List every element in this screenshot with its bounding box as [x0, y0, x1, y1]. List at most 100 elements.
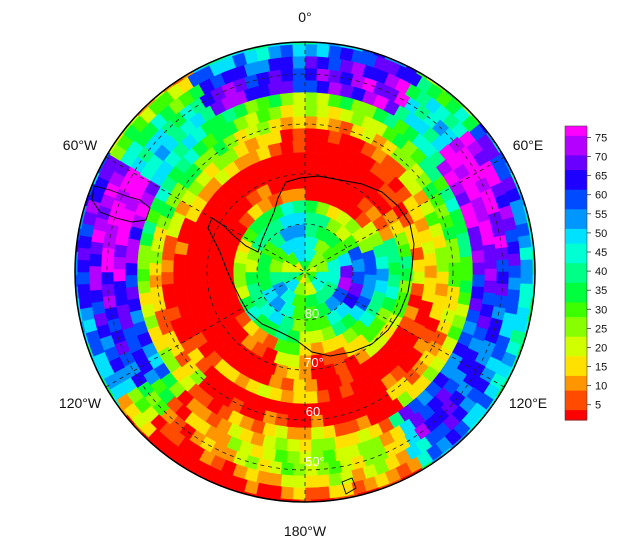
lon-label-lower-left: 120°W [59, 395, 102, 411]
field-cell [531, 250, 535, 264]
field-cell [208, 274, 223, 289]
colorbar-segment [565, 312, 587, 318]
field-cell [75, 274, 78, 288]
field-cell [232, 274, 247, 289]
field-cell [280, 42, 294, 46]
field-cell [376, 268, 390, 282]
field-cell [280, 486, 294, 500]
colorbar-segment [565, 175, 587, 181]
colorbar-segment [565, 238, 587, 245]
field-cell [292, 151, 306, 165]
field-cell [321, 412, 337, 428]
field-cell [328, 472, 343, 487]
lon-label-top: 0° [298, 9, 311, 25]
field-cell [286, 438, 300, 453]
field-cell [481, 292, 497, 307]
field-cell [185, 283, 200, 298]
field-cell [388, 262, 402, 276]
colorbar-segment [565, 405, 587, 411]
colorbar-tick-label: 35 [595, 285, 607, 297]
field-cell [273, 437, 288, 452]
field-cell [506, 241, 521, 255]
field-cell [267, 484, 282, 499]
field-cell [78, 234, 93, 249]
field-cell [138, 291, 153, 307]
field-cell [77, 247, 91, 261]
lon-label-upper-left: 60°W [63, 137, 98, 153]
field-cell [267, 69, 283, 84]
field-cell [508, 265, 522, 279]
field-cell [412, 259, 426, 273]
field-cell [304, 139, 318, 153]
field-cell [292, 115, 306, 129]
field-cell [304, 379, 318, 393]
field-cell [149, 250, 163, 264]
field-cell [316, 116, 330, 131]
field-cell [504, 228, 520, 244]
field-cell [267, 81, 282, 96]
field-cell [291, 199, 306, 214]
field-cell [208, 262, 222, 276]
colorbar-tick-label: 25 [595, 323, 607, 335]
field-cell [172, 277, 187, 292]
field-cell [75, 250, 79, 264]
field-cell [316, 42, 330, 46]
field-cell [316, 56, 330, 70]
field-cell [310, 426, 324, 441]
field-cell [532, 262, 535, 276]
field-cell [447, 250, 461, 264]
field-cell [88, 253, 102, 267]
field-cell [304, 42, 318, 45]
field-cell [244, 271, 259, 286]
field-cell [184, 259, 198, 273]
field-cell [506, 289, 521, 303]
field-cell [280, 116, 294, 131]
field-cell [519, 283, 533, 297]
colorbar-segment [565, 126, 587, 132]
colorbar-segment [565, 248, 587, 254]
colorbar-tick-label: 65 [595, 171, 607, 183]
field-cell [304, 43, 318, 57]
colorbar-segment [565, 341, 587, 348]
colorbar-gradient [565, 126, 587, 421]
field-cell [113, 292, 129, 307]
colorbar: 75 70 65 60 55 50 45 40 35 30 25 20 15 10 5 [564, 125, 607, 421]
field-cell [459, 280, 473, 294]
field-cell [328, 484, 343, 499]
field-cell [124, 274, 138, 288]
colorbar-frame [564, 125, 588, 421]
field-cell [75, 262, 78, 276]
field-cell [232, 262, 246, 276]
colorbar-segment [565, 253, 587, 259]
colorbar-segment [565, 302, 587, 308]
colorbar-segment [565, 155, 587, 161]
field-cell [448, 262, 462, 276]
colorbar-segment [565, 351, 587, 357]
field-cell [172, 265, 186, 279]
field-cell [88, 277, 102, 291]
colorbar-segment [565, 395, 587, 401]
field-cell [304, 55, 318, 69]
colorbar-segment [565, 415, 587, 421]
field-cell [483, 280, 498, 294]
field-cell [280, 104, 294, 118]
field-cell [292, 139, 306, 153]
field-cell [471, 250, 486, 264]
colorbar-segment [565, 366, 587, 372]
colorbar-segment [565, 150, 587, 156]
colorbar-ticks: 75 70 65 60 55 50 45 40 35 30 25 20 15 10 5 [587, 132, 607, 412]
colorbar-segment [565, 263, 587, 269]
field-cell [482, 243, 497, 258]
colorbar-segment [565, 273, 587, 279]
field-cell [88, 265, 102, 279]
field-cell [279, 152, 294, 167]
colorbar-segment [565, 224, 587, 230]
field-cell [161, 246, 176, 261]
field-cell [304, 475, 318, 489]
colorbar-segment [565, 268, 587, 274]
colorbar-segment [565, 307, 587, 313]
colorbar-segment [565, 170, 587, 176]
field-cell [493, 234, 508, 250]
field-cell [280, 44, 294, 58]
